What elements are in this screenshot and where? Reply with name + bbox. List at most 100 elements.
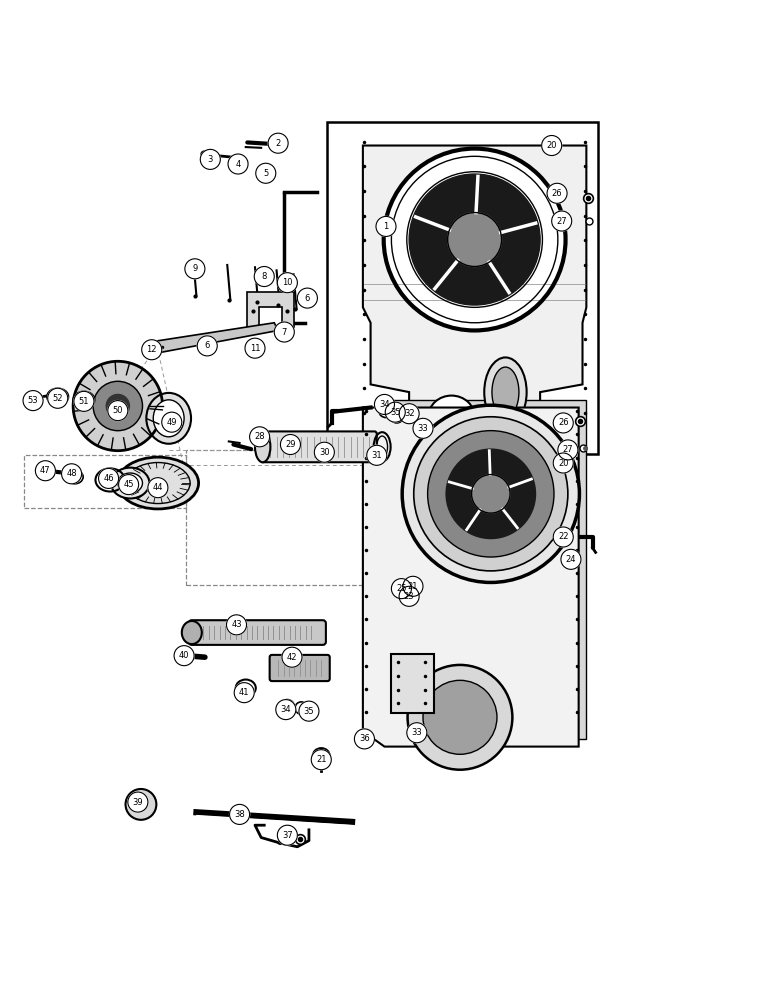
Ellipse shape	[201, 151, 208, 157]
Circle shape	[128, 792, 148, 812]
Text: 38: 38	[234, 810, 245, 819]
Ellipse shape	[111, 468, 150, 498]
Circle shape	[423, 680, 497, 754]
Text: 39: 39	[133, 798, 143, 807]
Text: 49: 49	[167, 418, 177, 427]
Circle shape	[174, 646, 194, 666]
Text: 42: 42	[286, 653, 297, 662]
Text: 20: 20	[547, 141, 557, 150]
Ellipse shape	[147, 393, 191, 444]
Text: 45: 45	[124, 480, 134, 489]
Circle shape	[200, 149, 220, 169]
Text: 41: 41	[239, 688, 249, 697]
Text: 23: 23	[404, 592, 415, 601]
Polygon shape	[391, 654, 434, 713]
Circle shape	[99, 468, 119, 488]
Circle shape	[314, 442, 334, 462]
Circle shape	[407, 723, 427, 743]
Circle shape	[197, 336, 217, 356]
Circle shape	[274, 322, 294, 342]
Circle shape	[428, 431, 554, 557]
Circle shape	[36, 461, 56, 481]
Ellipse shape	[428, 396, 475, 438]
Text: 27: 27	[557, 217, 567, 226]
Ellipse shape	[313, 748, 330, 764]
Text: 43: 43	[231, 620, 242, 629]
Circle shape	[547, 183, 567, 203]
Ellipse shape	[492, 367, 519, 417]
Circle shape	[413, 418, 433, 438]
Circle shape	[48, 388, 68, 408]
Text: 51: 51	[79, 397, 90, 406]
Text: 10: 10	[282, 278, 293, 287]
Circle shape	[448, 213, 502, 267]
Circle shape	[299, 701, 319, 721]
Text: 33: 33	[418, 424, 428, 433]
Ellipse shape	[52, 392, 64, 402]
Text: 21: 21	[408, 582, 418, 591]
Circle shape	[277, 273, 297, 293]
Text: 11: 11	[250, 344, 260, 353]
Bar	[24, 455, 185, 508]
Circle shape	[226, 615, 246, 635]
Text: 21: 21	[316, 755, 327, 764]
Circle shape	[62, 464, 82, 484]
Text: 6: 6	[205, 341, 210, 350]
Circle shape	[552, 211, 572, 231]
Text: 20: 20	[558, 459, 568, 468]
Text: 26: 26	[552, 189, 562, 198]
Polygon shape	[363, 146, 587, 442]
Ellipse shape	[181, 621, 201, 644]
Text: 52: 52	[52, 394, 63, 403]
Circle shape	[277, 825, 297, 845]
Text: 53: 53	[28, 396, 39, 405]
Circle shape	[311, 750, 331, 770]
Ellipse shape	[117, 457, 198, 509]
Polygon shape	[247, 292, 293, 327]
Circle shape	[126, 789, 157, 820]
Ellipse shape	[229, 157, 240, 165]
Text: 4: 4	[235, 160, 241, 169]
Circle shape	[229, 804, 249, 824]
Circle shape	[554, 527, 574, 547]
Text: 6: 6	[305, 294, 310, 303]
Text: 26: 26	[558, 418, 568, 427]
Ellipse shape	[154, 400, 184, 437]
Text: 7: 7	[282, 328, 287, 337]
Text: 37: 37	[282, 831, 293, 840]
Text: 25: 25	[396, 584, 407, 593]
Circle shape	[74, 391, 94, 411]
Circle shape	[108, 401, 128, 421]
Text: 47: 47	[40, 466, 51, 475]
Text: 3: 3	[208, 155, 213, 164]
Text: 35: 35	[303, 707, 314, 716]
Text: 36: 36	[359, 734, 370, 743]
Circle shape	[384, 149, 566, 330]
Circle shape	[93, 381, 143, 431]
Text: 22: 22	[558, 532, 568, 541]
Circle shape	[162, 412, 181, 432]
Circle shape	[414, 417, 568, 571]
Ellipse shape	[566, 552, 580, 563]
Text: 50: 50	[113, 406, 123, 415]
Text: 29: 29	[285, 440, 296, 449]
Circle shape	[297, 288, 317, 308]
Circle shape	[374, 394, 394, 414]
Circle shape	[399, 404, 419, 424]
Circle shape	[408, 665, 513, 770]
Ellipse shape	[118, 473, 143, 493]
FancyBboxPatch shape	[260, 431, 377, 462]
Circle shape	[407, 172, 543, 307]
Circle shape	[472, 475, 510, 513]
Circle shape	[554, 413, 574, 433]
Text: 27: 27	[563, 445, 573, 454]
Text: 32: 32	[404, 409, 415, 418]
Circle shape	[254, 267, 274, 287]
Circle shape	[403, 576, 423, 596]
Ellipse shape	[259, 166, 272, 175]
Circle shape	[276, 700, 296, 720]
Text: 40: 40	[179, 651, 189, 660]
Circle shape	[256, 163, 276, 183]
Text: 24: 24	[566, 555, 576, 564]
Text: 33: 33	[411, 728, 422, 737]
